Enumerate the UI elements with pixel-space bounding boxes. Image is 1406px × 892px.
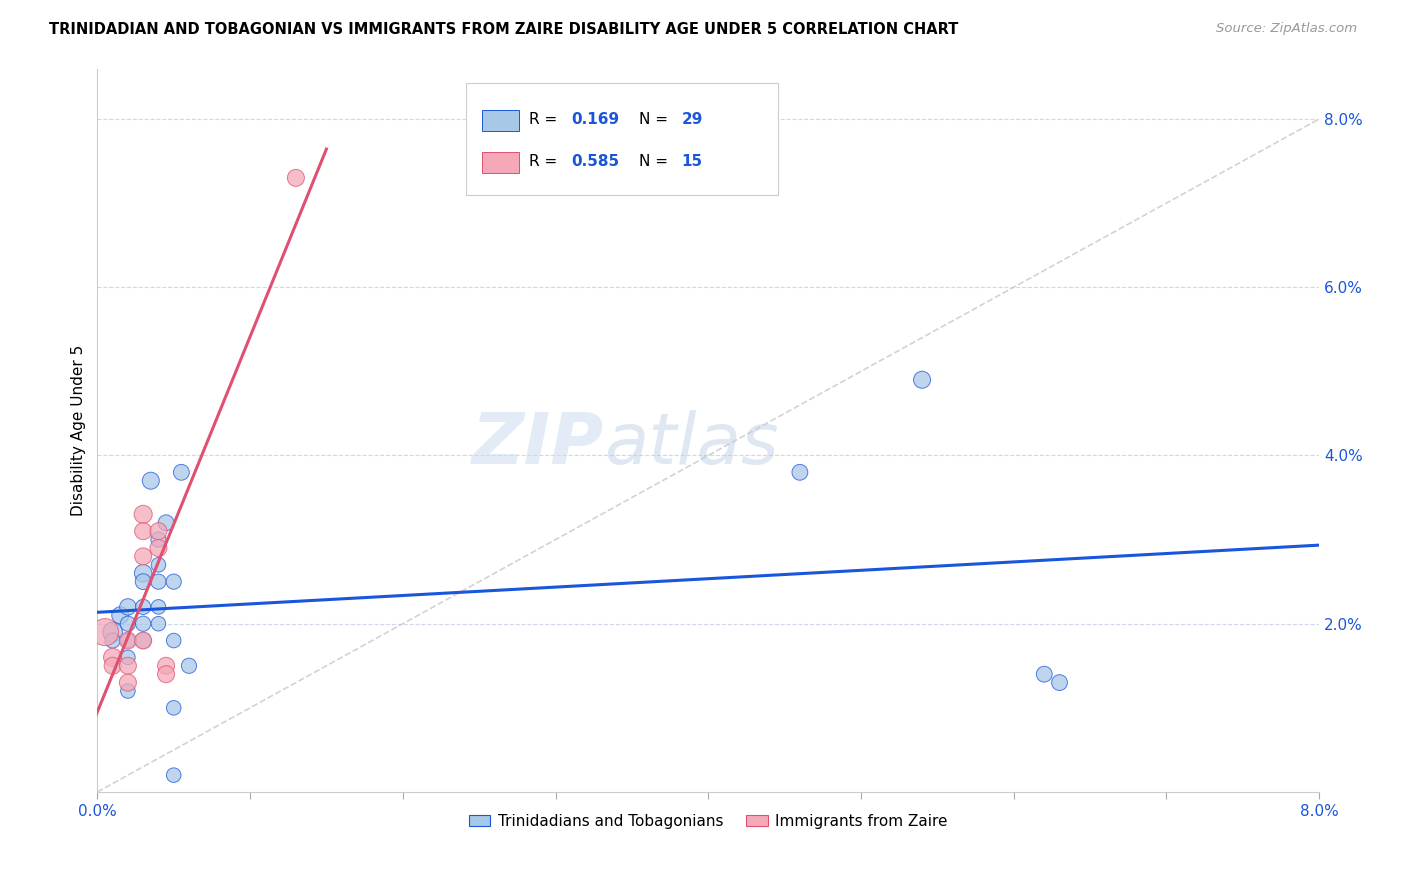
Point xyxy=(163,768,186,782)
Point xyxy=(117,633,139,648)
Point xyxy=(117,633,139,648)
Point xyxy=(110,608,132,623)
Point xyxy=(117,650,139,665)
Point xyxy=(155,516,177,530)
Text: R =: R = xyxy=(529,112,562,128)
Text: 0.585: 0.585 xyxy=(571,154,620,169)
Point xyxy=(148,574,170,589)
Point xyxy=(101,650,124,665)
Point xyxy=(155,658,177,673)
Point xyxy=(177,658,200,673)
Y-axis label: Disability Age Under 5: Disability Age Under 5 xyxy=(72,344,86,516)
Point xyxy=(789,465,811,479)
Point xyxy=(101,658,124,673)
Point xyxy=(148,541,170,555)
Text: R =: R = xyxy=(529,154,562,169)
Point xyxy=(117,675,139,690)
Text: 29: 29 xyxy=(682,112,703,128)
Point xyxy=(155,667,177,681)
Text: Source: ZipAtlas.com: Source: ZipAtlas.com xyxy=(1216,22,1357,36)
Point xyxy=(101,633,124,648)
Point xyxy=(148,599,170,614)
Text: ZIP: ZIP xyxy=(472,410,605,479)
Point xyxy=(170,465,193,479)
Point xyxy=(139,474,162,488)
Bar xyxy=(482,152,519,173)
Legend: Trinidadians and Tobagonians, Immigrants from Zaire: Trinidadians and Tobagonians, Immigrants… xyxy=(463,808,953,835)
Point xyxy=(284,170,307,185)
Bar xyxy=(482,110,519,131)
Point xyxy=(117,658,139,673)
Point xyxy=(148,558,170,572)
Point xyxy=(117,599,139,614)
Text: N =: N = xyxy=(638,112,672,128)
Text: N =: N = xyxy=(638,154,672,169)
Point xyxy=(132,633,155,648)
Point xyxy=(94,625,117,640)
Point xyxy=(132,508,155,522)
Text: TRINIDADIAN AND TOBAGONIAN VS IMMIGRANTS FROM ZAIRE DISABILITY AGE UNDER 5 CORRE: TRINIDADIAN AND TOBAGONIAN VS IMMIGRANTS… xyxy=(49,22,959,37)
Point xyxy=(132,549,155,564)
Text: atlas: atlas xyxy=(605,410,779,479)
Point xyxy=(1049,675,1071,690)
Point xyxy=(117,684,139,698)
Point xyxy=(132,633,155,648)
Point xyxy=(132,616,155,631)
Text: 0.169: 0.169 xyxy=(571,112,620,128)
FancyBboxPatch shape xyxy=(467,83,778,195)
Point xyxy=(101,625,124,640)
Point xyxy=(132,566,155,581)
Point xyxy=(132,524,155,538)
Point xyxy=(911,373,934,387)
Point xyxy=(163,633,186,648)
Text: 15: 15 xyxy=(682,154,703,169)
Point xyxy=(163,701,186,715)
Point xyxy=(117,616,139,631)
Point xyxy=(148,524,170,538)
Point xyxy=(148,616,170,631)
Point xyxy=(132,599,155,614)
Point xyxy=(1033,667,1056,681)
Point xyxy=(163,574,186,589)
Point xyxy=(132,574,155,589)
Point xyxy=(148,533,170,547)
